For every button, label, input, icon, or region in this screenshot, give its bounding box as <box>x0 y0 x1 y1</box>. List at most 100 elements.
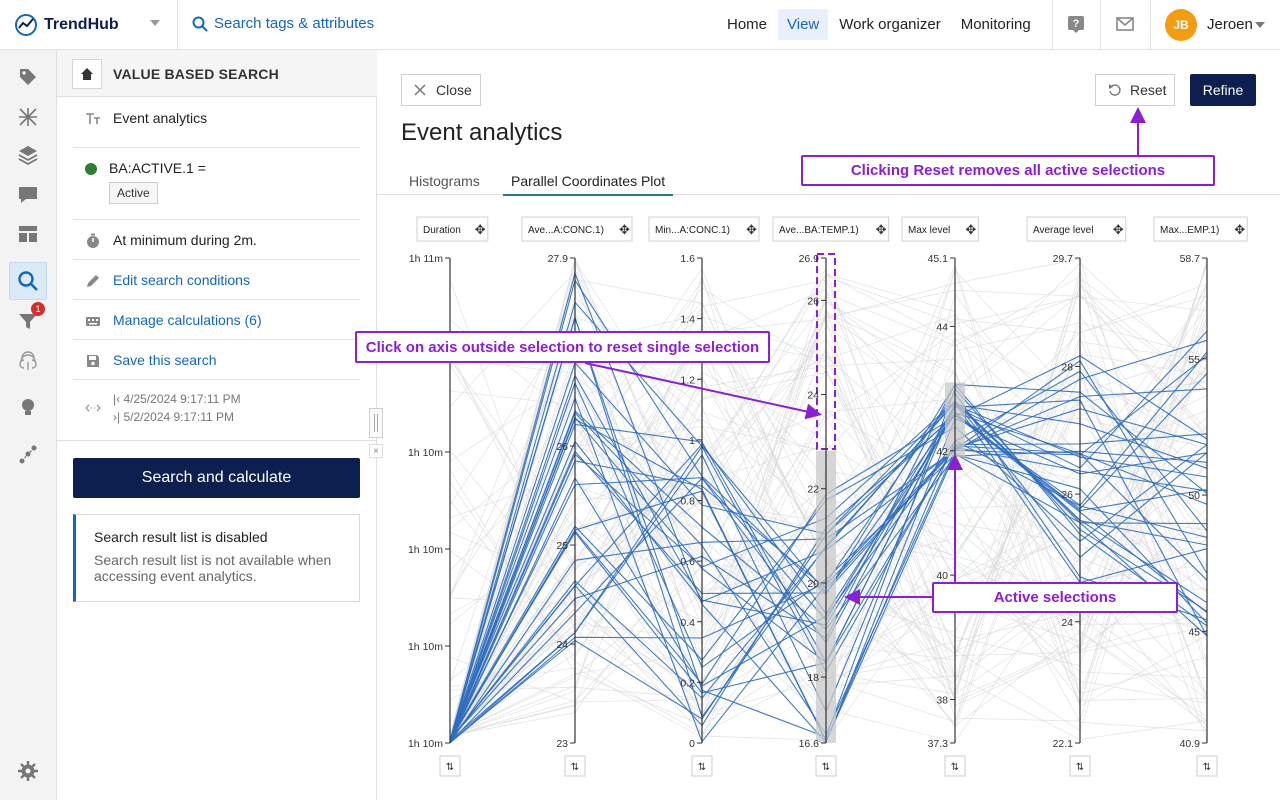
panel-resize-handle[interactable] <box>369 408 383 438</box>
axis-header[interactable] <box>1153 216 1248 242</box>
divider <box>57 440 377 441</box>
flip-axis-button[interactable] <box>691 755 713 777</box>
flip-axis-button[interactable] <box>1196 755 1218 777</box>
flip-axis-button[interactable] <box>564 755 586 777</box>
tick-label: 23 <box>556 738 568 750</box>
flip-axis-button[interactable] <box>815 755 837 777</box>
tick-label: 24 <box>1061 617 1073 629</box>
tick-label: 20 <box>807 578 819 590</box>
tick-label: 45 <box>1188 626 1200 638</box>
patterns-button[interactable] <box>9 98 47 136</box>
insights-button[interactable] <box>9 388 47 426</box>
axis-header[interactable] <box>772 216 890 242</box>
tick-label: 42 <box>936 446 948 458</box>
tick-label: 29.7 <box>1053 253 1074 265</box>
user-name[interactable]: Jeroen <box>1207 16 1253 33</box>
notification-badge: 1 <box>31 302 45 316</box>
tick-label: 18 <box>807 672 819 684</box>
save-search-link[interactable]: Save this search <box>113 352 217 368</box>
mail-icon[interactable] <box>1115 14 1135 34</box>
tab-parallel-coordinates[interactable]: Parallel Coordinates Plot <box>503 173 674 196</box>
refine-button[interactable]: Refine <box>1190 74 1256 106</box>
manage-calculations-row[interactable]: Manage calculations (6) <box>73 300 360 340</box>
move-axis-icon[interactable]: ✥ <box>876 223 887 238</box>
gear-icon <box>18 761 38 781</box>
tick-label: 26.9 <box>799 253 820 265</box>
nav-home[interactable]: Home <box>727 16 768 33</box>
axis-header[interactable] <box>1026 216 1127 242</box>
info-text: Search result list is not available when… <box>94 552 332 584</box>
save-search-row[interactable]: Save this search <box>73 340 360 380</box>
edit-conditions-row[interactable]: Edit search conditions <box>73 260 360 300</box>
search-tags-label: Search tags & attributes <box>214 15 375 32</box>
move-axis-icon[interactable]: ✥ <box>965 223 976 238</box>
active-selections-callout: Active selections <box>932 582 1178 613</box>
avatar[interactable]: JB <box>1165 9 1197 41</box>
axis-label: Min...A:CONC.1) <box>655 225 730 236</box>
event-name: Event analytics <box>113 110 208 126</box>
trendhub-logo-icon <box>15 14 37 36</box>
move-axis-icon[interactable]: ✥ <box>619 223 630 238</box>
save-icon <box>87 355 99 367</box>
annotations-button[interactable] <box>9 176 47 214</box>
home-button[interactable] <box>72 59 102 89</box>
tag-name: BA:ACTIVE.1 = <box>109 160 206 176</box>
layers-button[interactable] <box>9 136 47 174</box>
tick-label: 37.3 <box>928 738 949 750</box>
tick-label: 40 <box>936 570 948 582</box>
tab-histograms[interactable]: Histograms <box>409 173 480 189</box>
flip-axis-button[interactable] <box>944 755 966 777</box>
dashboard-button[interactable] <box>9 215 47 253</box>
axis-header[interactable] <box>416 216 489 242</box>
tick-label: 25 <box>556 540 568 552</box>
app-logo[interactable]: TrendHub <box>14 13 119 37</box>
settings-button[interactable] <box>9 752 47 790</box>
tick-label: 16.6 <box>799 738 820 750</box>
value-search-button[interactable] <box>9 262 47 300</box>
axis-header[interactable] <box>648 216 760 242</box>
tick-label: 0.8 <box>680 496 695 508</box>
flip-axis-icon: ⇅ <box>571 762 579 773</box>
tick-label: 28 <box>1061 361 1073 373</box>
move-axis-icon[interactable]: ✥ <box>1234 223 1245 238</box>
end-date[interactable]: 5/2/2024 9:17:11 PM <box>123 410 234 424</box>
reset-callout: Clicking Reset removes all active select… <box>801 155 1215 186</box>
workflow-button[interactable] <box>9 436 47 474</box>
close-button[interactable]: Close <box>401 74 481 106</box>
pcp-canvas: Duration ✥ 1h 11m 1h 10m 1h 10m 1h 10m 1h 10m 1… <box>408 216 1248 777</box>
tick-label: 26 <box>807 295 819 307</box>
start-date[interactable]: 4/25/2024 9:17:11 PM <box>123 392 241 406</box>
reset-button[interactable]: Reset <box>1095 74 1175 106</box>
edit-conditions-link[interactable]: Edit search conditions <box>113 272 250 288</box>
tick-label: 1.2 <box>680 374 695 386</box>
fingerprint-button[interactable] <box>9 342 47 380</box>
flip-axis-button[interactable] <box>1069 755 1091 777</box>
axis-header[interactable] <box>521 216 633 242</box>
nav-monitoring[interactable]: Monitoring <box>960 16 1031 33</box>
help-icon[interactable]: ? <box>1066 14 1086 34</box>
flip-axis-button[interactable] <box>439 755 461 777</box>
divider <box>1052 0 1053 50</box>
move-axis-icon[interactable]: ✥ <box>1113 223 1124 238</box>
search-icon <box>192 16 208 32</box>
collapse-panel-button[interactable]: × <box>369 444 383 458</box>
axis-header[interactable] <box>901 216 979 242</box>
move-axis-icon[interactable]: ✥ <box>746 223 757 238</box>
user-menu-caret-icon[interactable] <box>1255 22 1265 28</box>
panel-title: VALUE BASED SEARCH <box>113 66 279 82</box>
nav-work-organizer[interactable]: Work organizer <box>839 16 941 33</box>
flip-axis-icon: ⇅ <box>446 762 454 773</box>
search-tags-button[interactable]: Search tags & attributes <box>192 15 374 32</box>
tick-label: 26 <box>1061 489 1073 501</box>
filter-button[interactable]: 1 <box>9 302 47 340</box>
nav-view[interactable]: View <box>778 9 829 40</box>
move-axis-icon[interactable]: ✥ <box>475 223 486 238</box>
value-search-panel: VALUE BASED SEARCH Event analytics BA:AC… <box>57 50 377 800</box>
app-switcher-caret-icon[interactable] <box>150 20 160 26</box>
close-icon <box>414 84 426 96</box>
tick-label: 0 <box>689 738 695 750</box>
tags-button[interactable] <box>9 58 47 96</box>
tick-label: 1 <box>689 435 695 447</box>
manage-calculations-link[interactable]: Manage calculations (6) <box>113 312 262 328</box>
search-and-calculate-button[interactable]: Search and calculate <box>73 458 360 498</box>
